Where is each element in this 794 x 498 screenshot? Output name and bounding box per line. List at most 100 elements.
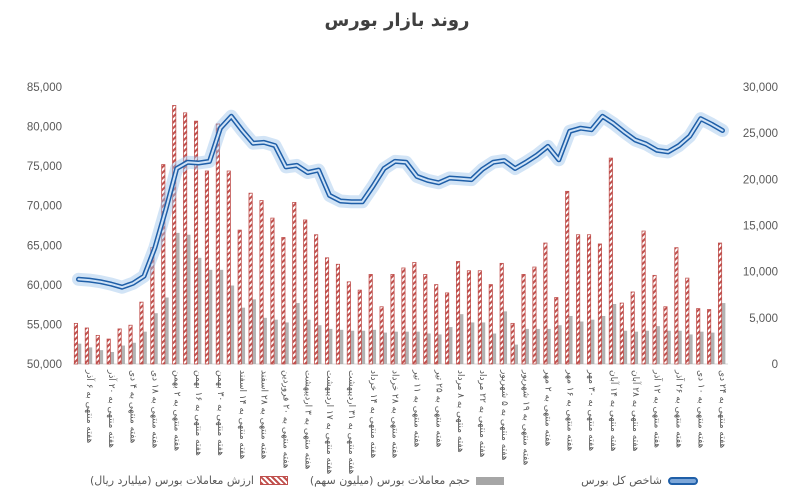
volume-bar (132, 342, 136, 364)
x-axis-tick-label: هفته منتهی به ۱۹ شهریور (521, 369, 531, 466)
x-axis-tick-label: هفته منتهی به ۱۱ تیر (411, 369, 421, 448)
right-axis-tick-label: 0 (772, 359, 778, 371)
value-bar (314, 234, 319, 365)
value-bar (172, 105, 177, 365)
value-bar (554, 297, 559, 365)
value-bar (259, 200, 264, 365)
volume-bar (667, 330, 671, 364)
value-bar (608, 157, 613, 365)
x-axis-tick-label: هفته منتهی به ۱۶ بهمن (193, 370, 203, 456)
value-bar (324, 257, 330, 365)
volume-bar (339, 329, 344, 364)
left-axis-tick-label: 85,000 (27, 82, 62, 94)
volume-bar (470, 322, 475, 364)
x-axis-tick-label: هفته منتهی به ۶ آذر (84, 369, 96, 443)
value-bar (401, 267, 406, 365)
volume-bar (121, 345, 125, 364)
value-bar (193, 120, 199, 365)
x-axis-tick-label: هفته منتهی به ۳۰ مهر (586, 369, 596, 451)
x-axis-tick-label: هفته منتهی به ۲۰ فروردین (280, 370, 290, 469)
value-bar (532, 266, 537, 365)
volume-bar (274, 319, 278, 364)
volume-bar (88, 347, 93, 364)
left-axis-tick-label: 50,000 (27, 359, 62, 371)
volume-bar (503, 311, 508, 364)
volume-bar (230, 285, 235, 364)
value-bar (106, 338, 111, 365)
right-axis-tick-label: 15,000 (743, 221, 778, 233)
value-bar (303, 219, 308, 365)
volume-bar (579, 321, 584, 364)
value-bar (292, 202, 297, 365)
right-axis-tick-label: 25,000 (743, 128, 778, 140)
left-axis-tick-label: 70,000 (27, 201, 62, 213)
value-bar (685, 277, 690, 365)
volume-bar (186, 234, 191, 364)
x-axis-tick-label: هفته منتهی به ۱۴ خرداد (368, 370, 378, 458)
right-axis-tick-label: 20,000 (743, 174, 778, 186)
value-bar (466, 270, 471, 365)
volume-bar (710, 332, 715, 364)
volume-bar (175, 232, 180, 364)
x-axis-tick-label: هفته منتهی به ۲ مهر (542, 369, 552, 447)
volume-bar (536, 328, 540, 364)
x-axis-tick-label: هفته منتهی به ۲۶ آذر (673, 369, 685, 448)
volume-bar (306, 319, 311, 364)
x-axis-tick-label: هفته منتهی به ۱۴ آبان (608, 370, 620, 452)
x-axis-tick-label: هفته منتهی به ۲۴ دی (717, 370, 727, 449)
value-bar (95, 334, 100, 365)
volume-bar (383, 332, 387, 364)
volume-bar (590, 319, 595, 364)
legend-item-index: شاخص کل بورس (581, 474, 698, 487)
value-bar (597, 243, 602, 365)
left-axis-tick-label: 55,000 (27, 319, 62, 331)
legend-label-index: شاخص کل بورس (581, 474, 662, 487)
x-axis-tick-label: هفته منتهی به ۲۸ خرداد (390, 370, 400, 458)
value-bar (346, 281, 351, 365)
x-axis-tick-label: هفته منتهی به ۱۴ اسفند (237, 370, 247, 459)
right-axis-tick-label: 5,000 (749, 313, 778, 325)
value-bar (281, 237, 286, 365)
volume-bar (77, 343, 82, 364)
volume-bar (295, 303, 300, 364)
value-bar (248, 192, 253, 365)
volume-bar (143, 331, 147, 364)
value-bar (357, 289, 362, 365)
x-axis-tick-label: هفته منتهی به ۱۶ مهر (564, 369, 574, 451)
volume-bar (110, 351, 115, 364)
value-bar (499, 262, 504, 365)
value-bar (576, 234, 581, 365)
x-axis-tick-label: هفته منتهی به ۱۰ دی (695, 370, 705, 449)
value-bar (270, 217, 275, 365)
volume-bar (372, 329, 377, 364)
volume-bar (721, 303, 726, 364)
volume-bar (601, 315, 606, 364)
value-bar (445, 292, 450, 365)
value-bar (652, 274, 657, 365)
value-bar (128, 324, 133, 365)
x-axis-tick-label: هفته منتهی به ۱۷ اردیبهشت (324, 370, 334, 475)
legend-swatch-index (668, 476, 698, 485)
volume-bar (285, 322, 289, 364)
left-axis-tick-label: 75,000 (27, 161, 62, 173)
volume-bar (525, 328, 529, 364)
value-bar (161, 164, 166, 365)
volume-bar (263, 317, 267, 364)
value-bar (117, 328, 122, 365)
legend-label-volume: حجم معاملات بورس (میلیون سهم) (309, 474, 470, 487)
volume-bar (208, 269, 213, 364)
right-axis: 0 5,000 10,000 15,000 20,000 25,000 30,000 (743, 82, 778, 371)
volume-bar (481, 322, 486, 364)
volume-bar (612, 303, 617, 364)
legend: شاخص کل بورس حجم معاملات بورس (میلیون سه… (0, 474, 794, 494)
left-axis-tick-label: 80,000 (27, 122, 62, 134)
value-bar (510, 322, 515, 365)
value-bar (237, 229, 242, 365)
volume-bar (219, 269, 224, 364)
volume-bar (448, 327, 453, 364)
volume-bar (514, 344, 518, 364)
value-bar (717, 242, 723, 365)
value-bar (696, 308, 701, 365)
value-bar (204, 170, 209, 365)
value-bar (73, 322, 78, 365)
